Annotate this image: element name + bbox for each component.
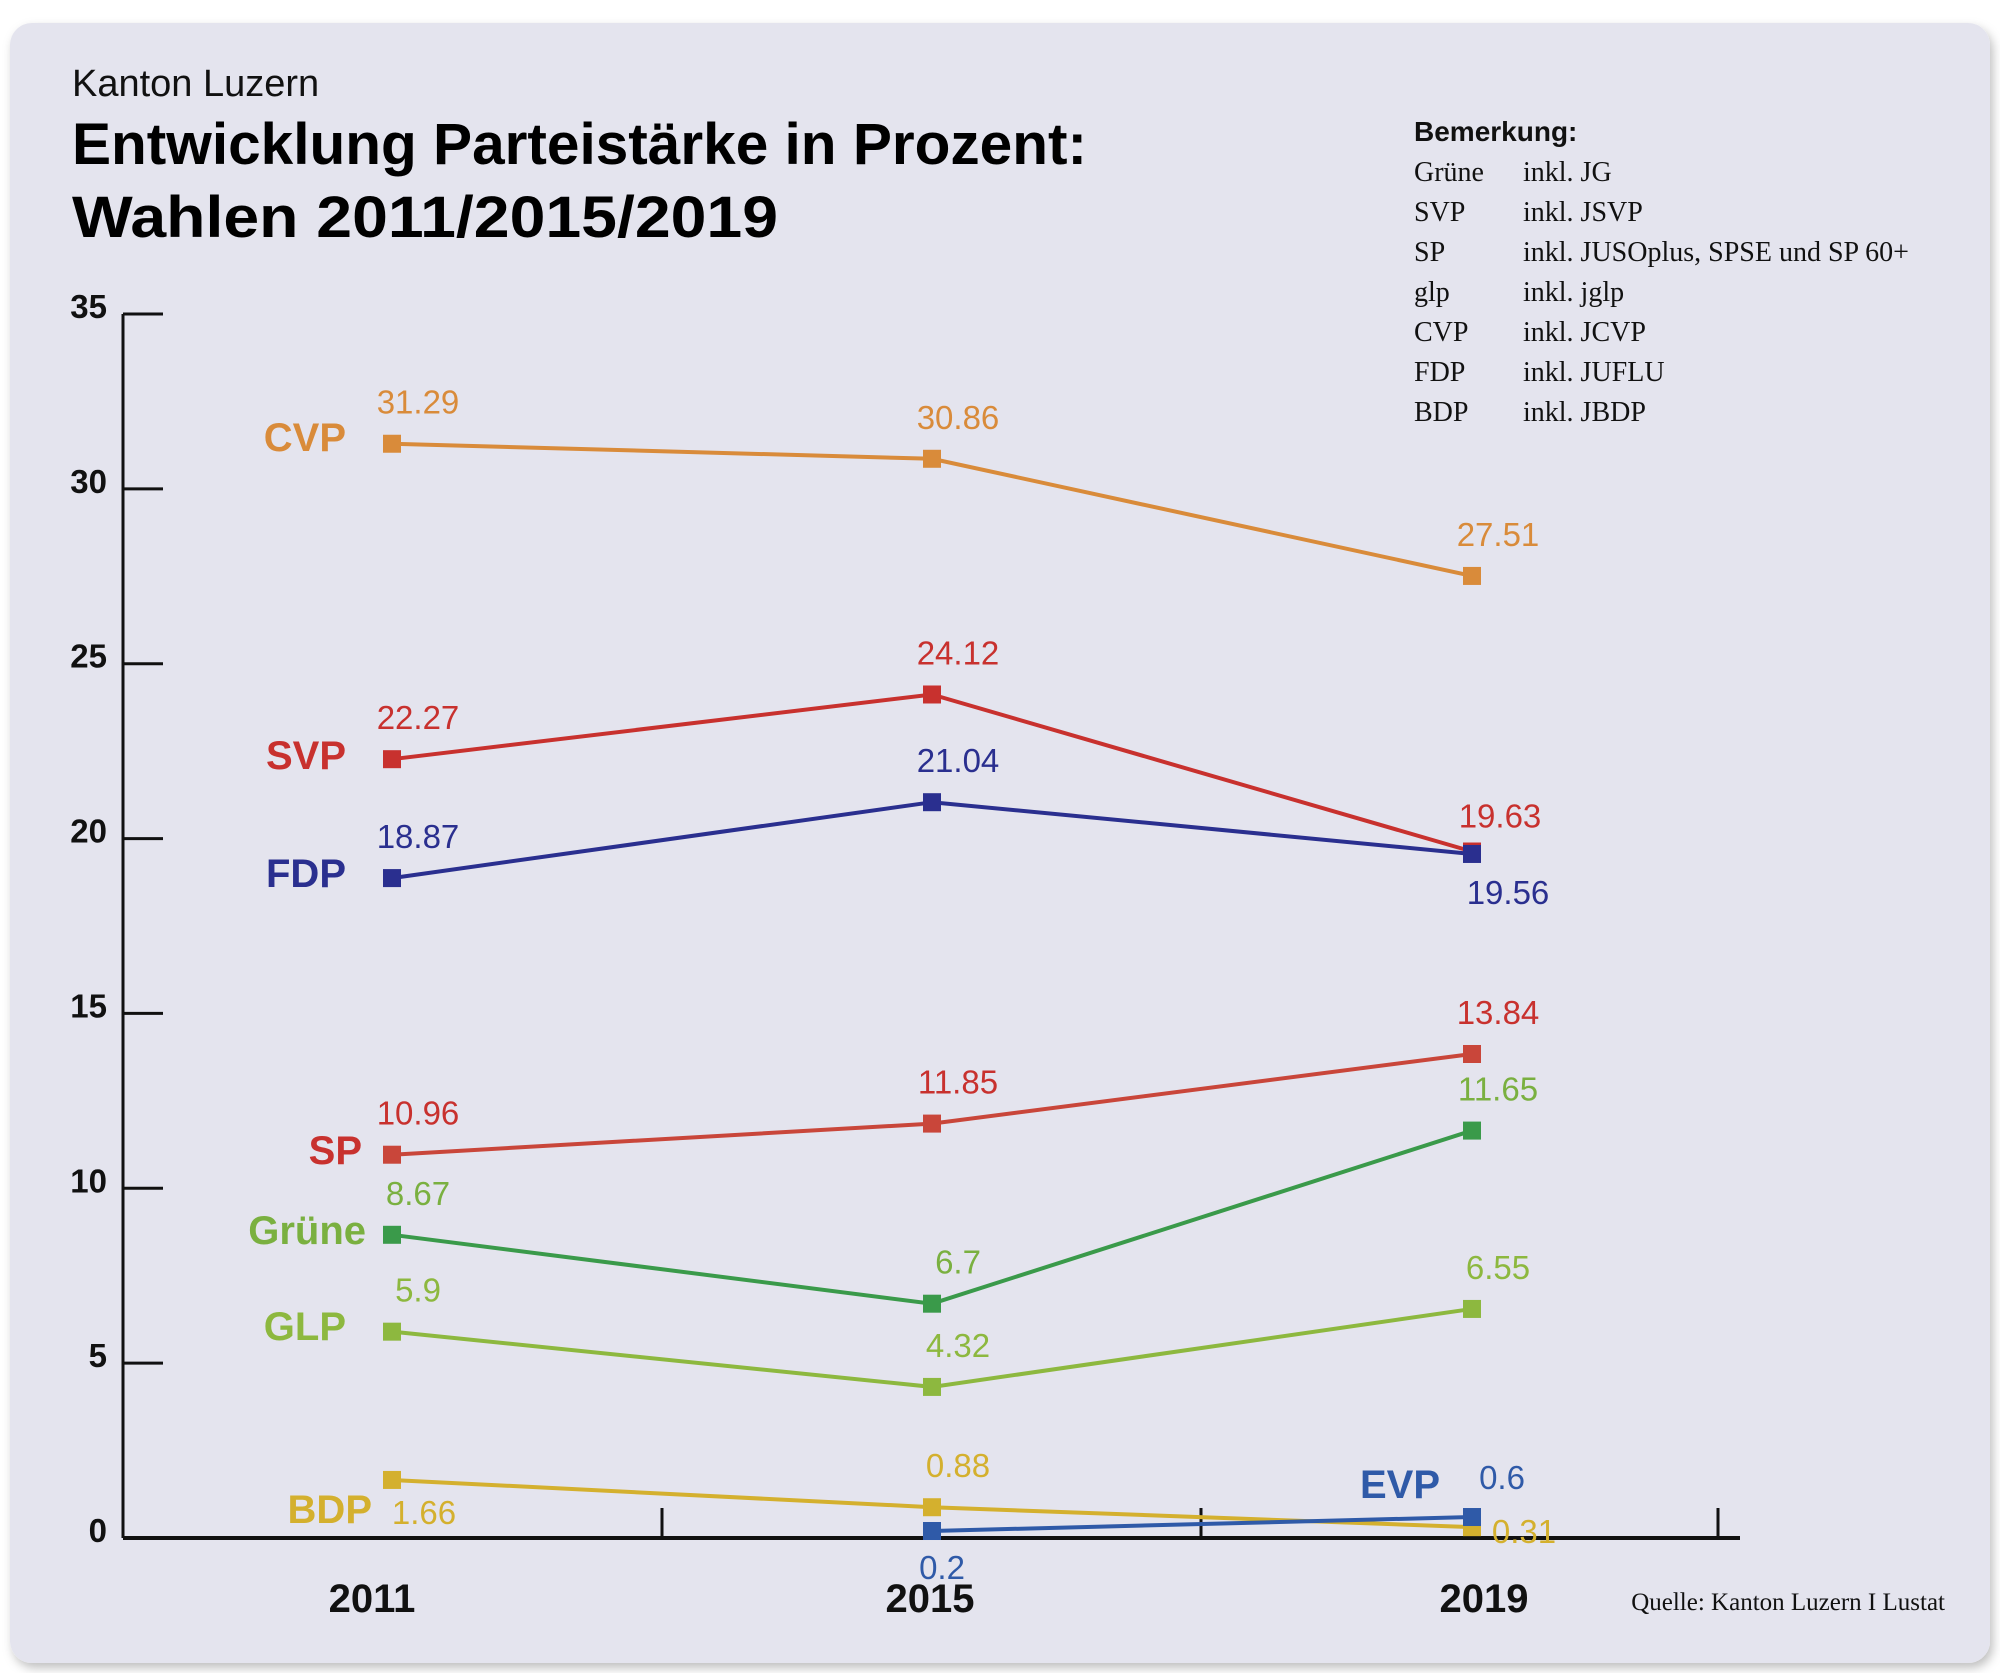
data-label: 13.84 — [1457, 994, 1540, 1031]
data-label: 5.9 — [395, 1272, 441, 1309]
y-tick-label: 20 — [70, 813, 107, 850]
data-point — [383, 869, 401, 888]
note-party: FDP — [1414, 357, 1465, 388]
note-party: glp — [1414, 277, 1450, 308]
data-label: 8.67 — [386, 1175, 450, 1212]
x-tick-label: 2011 — [329, 1577, 416, 1621]
y-tick-label: 0 — [89, 1512, 107, 1549]
notes-heading: Bemerkung: — [1414, 116, 1577, 147]
y-tick-label: 5 — [89, 1337, 107, 1374]
data-point — [383, 434, 401, 453]
series-cvp: 31.29 30.86 27.51 CVP — [264, 384, 1540, 585]
data-label: 11.65 — [1458, 1071, 1538, 1108]
data-point — [923, 793, 941, 812]
data-label: 4.32 — [926, 1327, 990, 1364]
data-label: 19.63 — [1459, 798, 1542, 835]
chart-card — [10, 23, 1990, 1663]
data-label: 0.2 — [919, 1549, 965, 1586]
series-line — [931, 1515, 1473, 1534]
data-label: 30.86 — [917, 399, 1000, 436]
chart-title-line1: Entwicklung Parteistärke in Prozent: — [72, 112, 1087, 177]
note-text: inkl. JUSOplus, SPSE und SP 60+ — [1523, 237, 1909, 268]
data-point — [923, 1498, 941, 1517]
data-point — [923, 685, 941, 704]
y-tick-label: 30 — [70, 463, 107, 500]
data-label: 22.27 — [377, 699, 460, 736]
data-point — [383, 1225, 401, 1244]
series-name-label: CVP — [264, 416, 346, 460]
data-point — [383, 1322, 401, 1341]
source-note: Quelle: Kanton Luzern I Lustat — [1631, 1589, 1945, 1616]
series-name-label: FDP — [266, 852, 346, 896]
data-point — [383, 1470, 401, 1489]
series-name-label: GLP — [264, 1305, 346, 1349]
series-fdp: 18.87 21.04 19.56 FDP — [266, 742, 1549, 911]
y-tick-label: 25 — [70, 638, 107, 675]
note-text: inkl. JCVP — [1523, 317, 1646, 348]
data-label: 6.55 — [1466, 1249, 1530, 1286]
data-point — [383, 1145, 401, 1164]
y-tick-label: 35 — [70, 288, 107, 325]
data-label: 27.51 — [1457, 516, 1540, 553]
data-label: 21.04 — [917, 742, 1000, 779]
series-glp: 5.9 4.32 6.55 GLP — [264, 1249, 1530, 1396]
note-text: inkl. JG — [1523, 157, 1612, 188]
data-label: 0.88 — [926, 1447, 990, 1484]
note-text: inkl. jglp — [1523, 277, 1624, 308]
x-tick-label: 2015 — [886, 1577, 975, 1621]
series-evp: 0.2 0.6 EVP — [919, 1459, 1525, 1586]
series-name-label: EVP — [1360, 1463, 1440, 1507]
chart-title-line2: Wahlen 2011/2015/2019 — [72, 185, 778, 250]
note-party: BDP — [1414, 397, 1468, 428]
data-point — [1463, 566, 1481, 585]
y-tick-label: 15 — [70, 987, 107, 1024]
data-point — [923, 1294, 941, 1313]
series-grüne: 8.67 6.7 11.65 Grüne — [248, 1071, 1538, 1313]
data-label: 24.12 — [917, 634, 1000, 671]
data-point — [1463, 1508, 1481, 1527]
series-name-label: SP — [309, 1129, 362, 1173]
data-point — [1463, 1044, 1481, 1063]
note-party: SP — [1414, 237, 1445, 268]
series-name-label: BDP — [288, 1488, 372, 1532]
data-label: 11.85 — [918, 1064, 998, 1101]
series-group: 31.29 30.8627.51CVP22.2724.1219.63SVP18.8… — [248, 384, 1556, 1586]
x-tick-label: 2019 — [1440, 1577, 1529, 1621]
note-party: CVP — [1414, 317, 1468, 348]
note-text: inkl. JBDP — [1523, 397, 1646, 428]
note-text: inkl. JUFLU — [1523, 357, 1665, 388]
data-label: 19.56 — [1467, 874, 1550, 911]
data-point — [383, 750, 401, 769]
series-name-label: SVP — [266, 734, 346, 778]
data-label: 0.31 — [1492, 1513, 1556, 1550]
data-point — [923, 449, 941, 468]
data-label: 31.29 — [377, 384, 460, 421]
series-svp: 22.27 24.12 19.63 SVP — [266, 634, 1542, 861]
data-point — [1463, 1121, 1481, 1140]
note-text: inkl. JSVP — [1523, 197, 1643, 228]
chart-subtitle: Kanton Luzern — [72, 63, 319, 105]
data-point — [1463, 1299, 1481, 1318]
y-tick-label: 10 — [70, 1162, 107, 1199]
note-party: SVP — [1414, 197, 1465, 228]
data-label: 6.7 — [935, 1244, 981, 1281]
notes-box: Bemerkung: Grüne inkl. JG SVP inkl. JSVP… — [1414, 116, 1909, 428]
data-label: 0.6 — [1479, 1459, 1525, 1496]
data-point — [923, 1522, 941, 1541]
note-party: Grüne — [1414, 157, 1484, 188]
series-sp: 10.96 11.85 13.84 SP — [309, 994, 1540, 1173]
data-point — [1463, 844, 1481, 863]
data-point — [923, 1114, 941, 1133]
series-name-label: Grüne — [248, 1209, 366, 1253]
data-label: 10.96 — [377, 1095, 460, 1132]
data-label: 1.66 — [392, 1494, 456, 1531]
data-point — [923, 1377, 941, 1396]
data-label: 18.87 — [377, 818, 460, 855]
